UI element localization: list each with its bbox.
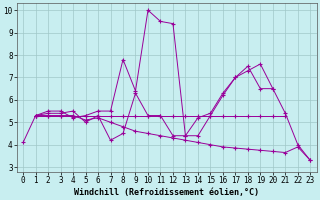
X-axis label: Windchill (Refroidissement éolien,°C): Windchill (Refroidissement éolien,°C) xyxy=(74,188,259,197)
